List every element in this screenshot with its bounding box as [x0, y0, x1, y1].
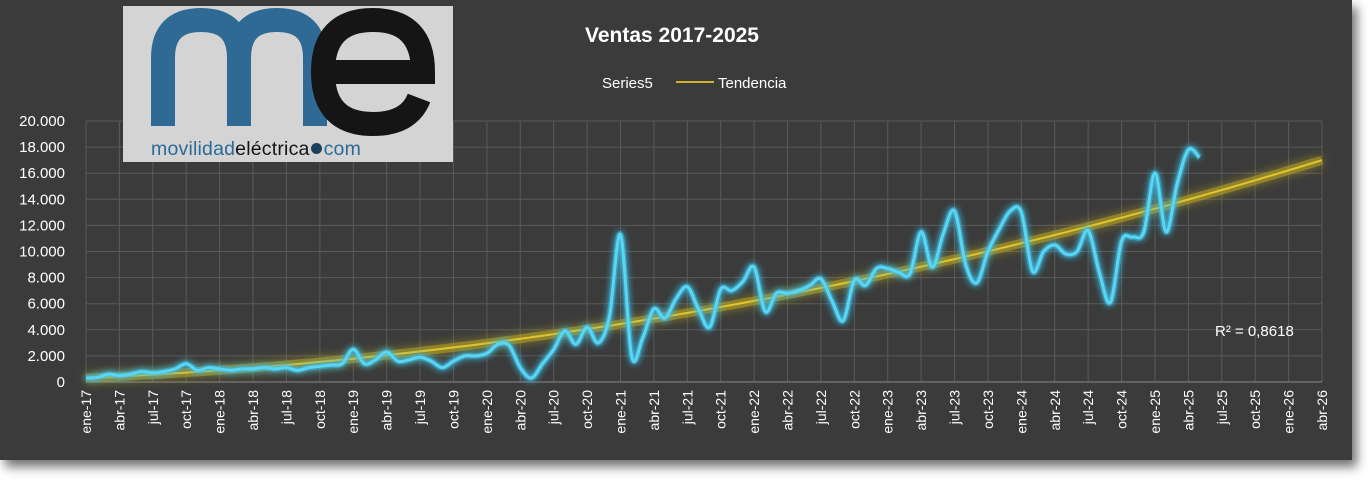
y-tick-label: 10.000 [19, 244, 65, 261]
x-tick-label: abr-23 [913, 390, 929, 431]
legend: Series5 Tendencia [560, 75, 787, 92]
x-tick-label: jul-22 [813, 390, 829, 425]
logo-wordmark: movilidadeléctrica com [151, 138, 361, 161]
x-tick-label: ene-25 [1147, 390, 1163, 434]
me-logo-mark [151, 7, 436, 136]
series-line-series5 [85, 147, 1201, 380]
legend-label-tendencia: Tendencia [718, 75, 787, 92]
y-tick-label: 16.000 [19, 165, 65, 182]
x-tick-label: jul-21 [679, 390, 695, 425]
x-tick-label: oct-22 [846, 390, 862, 429]
x-tick-label: jul-23 [947, 390, 963, 425]
y-tick-label: 18.000 [19, 139, 65, 156]
x-tick-label: jul-19 [412, 390, 428, 425]
x-tick-label: ene-26 [1281, 390, 1297, 434]
x-tick-label: oct-25 [1247, 390, 1263, 429]
chart-title: Ventas 2017-2025 [585, 24, 759, 47]
x-tick-label: oct-17 [178, 390, 194, 429]
x-tick-label: ene-19 [345, 390, 361, 434]
x-tick-label: jul-20 [546, 390, 562, 425]
x-tick-label: oct-23 [980, 390, 996, 429]
x-tick-label: ene-17 [78, 390, 94, 434]
y-tick-label: 6.000 [27, 296, 65, 313]
x-tick-label: oct-24 [1114, 390, 1130, 429]
x-tick-label: oct-19 [445, 390, 461, 429]
x-tick-label: oct-21 [713, 390, 729, 429]
y-tick-label: 12.000 [19, 217, 65, 234]
x-tick-label: jul-18 [278, 390, 294, 425]
logo-text-electrica: eléctrica [235, 138, 310, 160]
brand-logo: movilidadeléctrica com [123, 6, 453, 162]
x-tick-label: ene-20 [479, 390, 495, 434]
x-tick-label: ene-23 [880, 390, 896, 434]
x-tick-label: ene-21 [612, 390, 628, 434]
logo-text-movilidad: movilidad [151, 138, 236, 160]
y-tick-label: 0 [57, 374, 65, 391]
y-tick-label: 14.000 [19, 191, 65, 208]
logo-dot-icon [310, 143, 322, 154]
x-tick-label: oct-18 [312, 390, 328, 429]
x-tick-label: abr-25 [1180, 390, 1196, 431]
series-line-tendencia [85, 159, 1323, 380]
x-tick-label: jul-25 [1214, 390, 1230, 425]
r-squared-label: R² = 0,8618 [1215, 323, 1294, 340]
chart-frame: 0 2.000 4.000 6.000 8.000 10.000 12.000 14.000 1… [0, 0, 1352, 460]
x-tick-label: oct-20 [579, 390, 595, 429]
y-tick-label: 4.000 [27, 322, 65, 339]
x-tick-label: ene-24 [1013, 390, 1029, 434]
trend-glow [85, 155, 1324, 383]
x-tick-label: ene-18 [212, 390, 228, 434]
x-tick-label: abr-24 [1047, 390, 1063, 431]
x-tick-label: jul-24 [1080, 390, 1096, 425]
y-tick-label: 20.000 [19, 113, 65, 130]
x-tick-label: abr-20 [512, 390, 528, 431]
x-tick-label: ene-22 [746, 390, 762, 434]
x-tick-label: abr-26 [1314, 390, 1330, 431]
x-tick-label: abr-17 [111, 390, 127, 431]
x-tick-label: abr-22 [780, 390, 796, 431]
y-tick-label: 2.000 [27, 348, 65, 365]
logo-text-com: com [323, 138, 362, 160]
x-tick-label: jul-17 [145, 390, 161, 425]
legend-label-series5: Series5 [602, 75, 653, 92]
chart-svg: 0 2.000 4.000 6.000 8.000 10.000 12.000 14.000 1… [19, 24, 1330, 434]
x-tick-label: abr-18 [245, 390, 261, 431]
y-tick-label: 8.000 [27, 270, 65, 287]
x-tick-label: abr-21 [646, 390, 662, 431]
x-tick-label: abr-19 [379, 390, 395, 431]
